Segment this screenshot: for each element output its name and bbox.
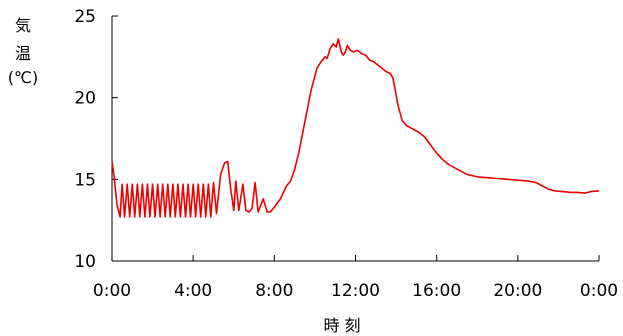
- x-tick-label: 12:00: [331, 281, 380, 301]
- y-axis-title-line: (℃): [8, 68, 38, 87]
- axes: [111, 16, 599, 262]
- x-tick-label: 0:00: [93, 281, 131, 301]
- series-layer: [111, 38, 600, 218]
- ticks: 10 15 20 25 0:00 4:00 8:00 12:00 16:00 20:00 0:00: [74, 7, 618, 301]
- y-tick-label: 20: [74, 89, 96, 109]
- x-tick-label: 16:00: [412, 281, 461, 301]
- x-tick-label: 8:00: [255, 281, 293, 301]
- y-tick-label: 15: [74, 170, 96, 190]
- y-tick-label: 25: [74, 7, 96, 27]
- y-axis-title-line: 気: [15, 16, 31, 35]
- y-axis-title: 気温 (℃): [8, 16, 38, 87]
- x-tick-label: 20:00: [493, 281, 542, 301]
- y-tick-label: 10: [74, 252, 96, 272]
- y-axis-title-line: 温: [15, 44, 31, 63]
- series-line-temperature: [111, 38, 600, 218]
- x-axis-title: 時 刻: [323, 316, 360, 335]
- x-tick-label: 0:00: [580, 281, 618, 301]
- x-tick-label: 4:00: [174, 281, 212, 301]
